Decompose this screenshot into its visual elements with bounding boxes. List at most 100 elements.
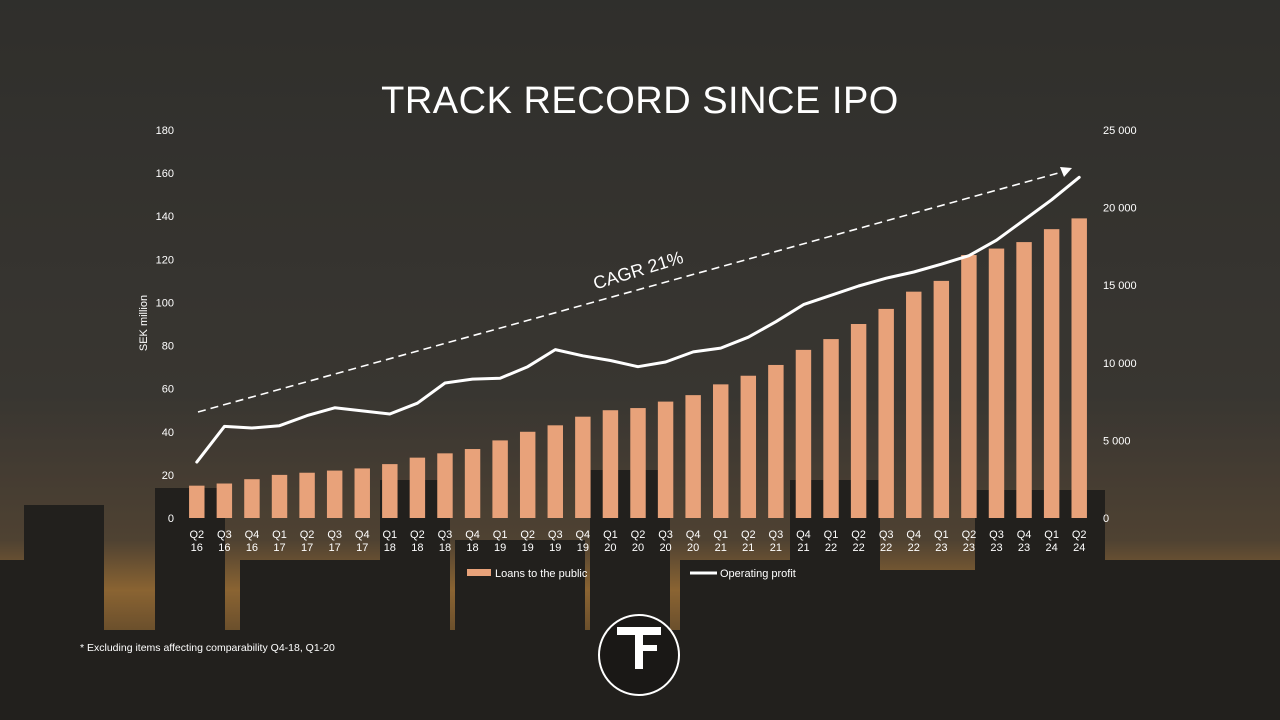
y-tick-label-right: 10 000 [1103,358,1137,370]
bar-series [189,218,1087,519]
x-axis: Q2 16 Q3 16 Q4 16 Q1 17 Q2 17 Q3 17 Q4 17 Q1 18 Q2 18 Q3 18… [189,529,1086,554]
x-tick-label: Q2 20 [631,529,646,554]
bar [492,440,508,518]
y-tick-label-right: 20 000 [1103,203,1137,215]
x-tick-label: Q2 24 [1072,529,1087,554]
x-tick-label: Q3 18 [438,529,453,554]
bar [547,425,563,518]
y-tick-label-left: 160 [156,168,174,180]
y-tick-label-left: 0 [168,513,174,525]
y-tick-label-left: 20 [162,470,174,482]
cagr-annotation: CAGR 21% [591,247,686,293]
bar [409,457,426,518]
x-tick-label: Q3 20 [658,529,673,554]
x-tick-label: Q2 17 [300,529,315,554]
bar [1016,242,1032,519]
bar [657,401,674,518]
x-tick-label: Q3 22 [879,529,894,554]
y-tick-label-left: 80 [162,341,174,353]
x-tick-label: Q4 18 [465,529,480,554]
bar [326,470,343,518]
legend-label-line: Operating profit [720,568,796,580]
y-axis-left: 0 20 40 60 80 100 120 140 160 180 [156,125,174,525]
company-logo [598,614,680,696]
x-tick-label: Q3 16 [217,529,232,554]
line-series [195,175,1081,464]
y-tick-label-left: 100 [156,297,174,309]
x-tick-label: Q2 23 [962,529,977,554]
x-tick-label: Q1 24 [1044,529,1059,554]
x-tick-label: Q4 22 [906,529,921,554]
y-tick-label-right: 15 000 [1103,280,1137,292]
y-tick-label-left: 140 [156,211,174,223]
bar [630,408,646,518]
bar [382,464,398,518]
x-tick-label: Q3 21 [769,529,784,554]
y-tick-label-left: 60 [162,384,174,396]
x-tick-label: Q2 22 [851,529,866,554]
y-tick-label-left: 180 [156,125,174,137]
x-tick-label: Q1 18 [382,529,397,554]
bar [189,485,205,518]
bar [933,280,950,518]
logo-letter-mark [613,623,665,687]
x-tick-label: Q3 17 [327,529,342,554]
x-tick-label: Q4 16 [245,529,260,554]
x-tick-label: Q4 21 [796,529,811,554]
bar [244,479,260,518]
y-axis-label: SEK million [138,295,150,351]
bar [299,472,315,518]
x-tick-label: Q3 23 [989,529,1004,554]
x-tick-label: Q4 19 [576,529,591,554]
x-tick-label: Q2 16 [189,529,204,554]
bar [216,483,233,518]
bar [878,308,894,518]
bar [961,255,977,518]
bar [519,431,536,518]
x-tick-label: Q1 20 [603,529,618,554]
x-tick-label: Q2 19 [520,529,535,554]
bar [740,375,757,518]
y-tick-label-right: 25 000 [1103,125,1137,137]
x-tick-label: Q1 23 [934,529,949,554]
cagr-arrowhead [1060,167,1072,177]
y-axis-right: 0 5 000 10 000 15 000 20 000 25 000 [1103,125,1137,525]
footnote: * Excluding items affecting comparabilit… [80,642,335,654]
legend: Loans to the public Operating profit [467,568,796,580]
y-tick-label-left: 120 [156,254,174,266]
bar [575,416,591,518]
x-tick-label: Q1 21 [713,529,728,554]
bar [1071,218,1087,518]
bar [685,395,701,518]
x-tick-label: Q4 17 [355,529,370,554]
legend-swatch-bars [467,569,491,576]
x-tick-label: Q1 17 [272,529,287,554]
bar [713,384,729,518]
y-tick-label-left: 40 [162,427,174,439]
x-tick-label: Q2 21 [741,529,756,554]
x-tick-label: Q1 22 [824,529,839,554]
bar [354,468,370,518]
legend-label-bars: Loans to the public [495,568,588,580]
x-tick-label: Q2 18 [410,529,425,554]
y-tick-label-right: 5 000 [1103,435,1131,447]
x-tick-label: Q1 19 [493,529,508,554]
bar [850,324,867,518]
bar [437,453,453,518]
bar [271,474,288,518]
bar [464,449,481,518]
operating-profit-line [195,175,1081,464]
bar [988,248,1005,519]
x-tick-label: Q4 23 [1017,529,1032,554]
bar [602,410,619,518]
bar [768,364,784,518]
y-tick-label-right: 0 [1103,513,1109,525]
cagr-trend-line [197,171,1063,413]
bar [906,291,922,518]
cagr-trend [197,167,1072,413]
x-tick-label: Q3 19 [548,529,563,554]
slide-title: TRACK RECORD SINCE IPO [381,80,899,122]
bar [1043,229,1060,518]
bar [795,349,812,518]
